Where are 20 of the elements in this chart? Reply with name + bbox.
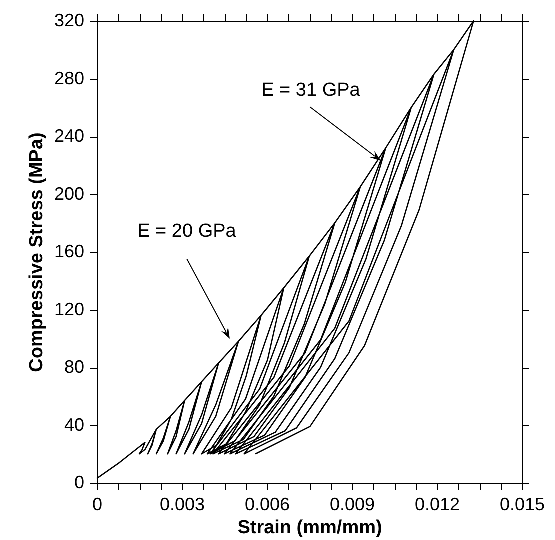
y-tick-label: 0 <box>74 472 84 492</box>
line-series <box>96 20 474 480</box>
x-tick-label: 0.006 <box>244 494 290 514</box>
y-tick-label: 320 <box>54 10 84 30</box>
annotation: E = 31 GPa <box>262 80 361 101</box>
annotation: E = 20 GPa <box>138 221 237 242</box>
x-axis-title: Strain (mm/mm) <box>238 518 382 538</box>
y-axis-title: Compressive Stress (MPa) <box>26 132 48 372</box>
x-tick-label: 0.003 <box>160 494 206 514</box>
y-tick-label: 80 <box>64 357 84 377</box>
y-tick-label: 200 <box>54 184 84 204</box>
y-tick-label: 160 <box>54 242 84 262</box>
x-tick-label: 0.012 <box>414 494 460 514</box>
x-tick-label: 0 <box>92 494 103 514</box>
y-tick-label: 280 <box>54 68 84 88</box>
x-tick-label: 0.015 <box>500 494 546 514</box>
x-tick-label: 0.009 <box>330 494 376 514</box>
y-tick-label: 240 <box>54 126 84 146</box>
y-tick-label: 40 <box>64 414 84 435</box>
y-tick-label: 120 <box>54 299 84 320</box>
